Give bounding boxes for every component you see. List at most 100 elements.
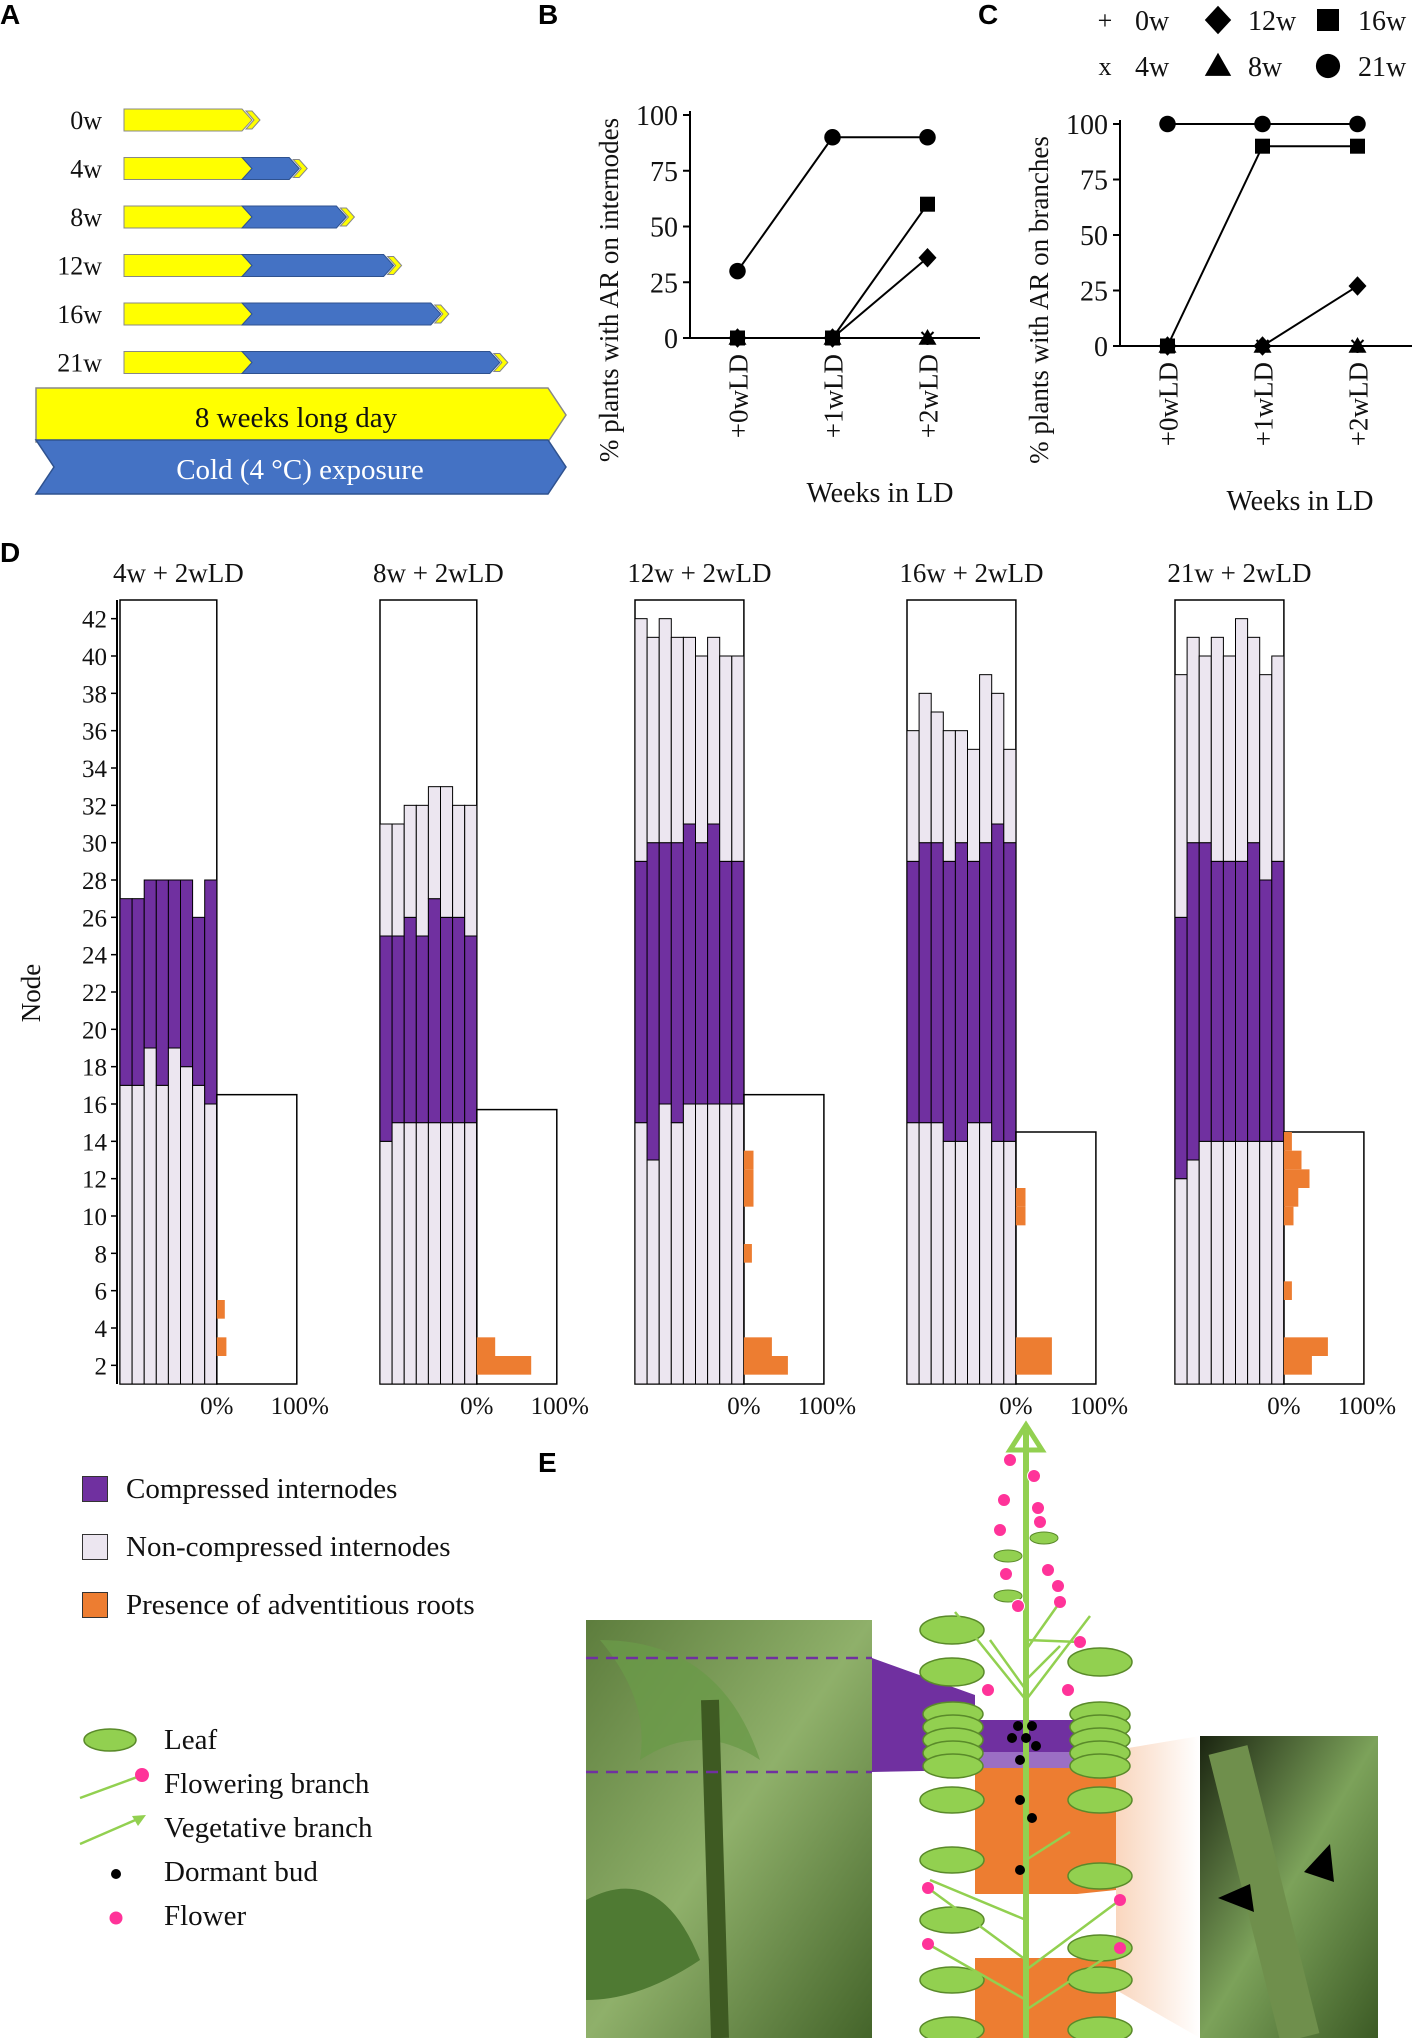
point-12w xyxy=(918,247,937,268)
flower-icon xyxy=(108,1910,124,1926)
plant-group: 16w + 2wLD 0% 100% xyxy=(899,558,1128,1420)
hist-tick-0: 0% xyxy=(727,1393,760,1420)
long-day-segment xyxy=(123,302,253,326)
group-title: 21w + 2wLD xyxy=(1167,558,1311,588)
flower-icon xyxy=(1061,1683,1075,1697)
leaf-icon xyxy=(1067,1966,1133,1994)
ar-bar xyxy=(743,1337,772,1356)
node-tick-label: 2 xyxy=(95,1353,108,1380)
plant-group: 8w + 2wLD 0% 100% xyxy=(373,558,589,1420)
non-compressed-bar xyxy=(1186,1159,1200,1385)
long-day-arrow xyxy=(35,387,567,443)
legend-swatch xyxy=(82,1592,108,1618)
group-title: 16w + 2wLD xyxy=(899,558,1043,588)
x-axis-label: Weeks in LD xyxy=(806,478,953,509)
compressed-bar xyxy=(719,860,733,1105)
panel-label-d: D xyxy=(0,537,20,568)
legend-e-label: Flowering branch xyxy=(164,1767,370,1800)
node-tick-label: 16 xyxy=(82,1092,107,1119)
flowering-branch xyxy=(1025,1946,1121,2012)
long-day-segment xyxy=(123,351,253,374)
legend-e-label: Leaf xyxy=(164,1723,218,1756)
non-compressed-bar xyxy=(119,1084,133,1385)
cold-arrow xyxy=(34,439,567,495)
ar-histogram-box xyxy=(1283,1131,1365,1385)
non-compressed-bar xyxy=(954,730,969,844)
flower-icon xyxy=(1033,1515,1047,1529)
ar-bar xyxy=(1283,1281,1292,1300)
non-compressed-bar xyxy=(991,692,1005,825)
dormant-bud-icon xyxy=(1031,1741,1041,1751)
point-8w xyxy=(1348,337,1367,353)
long-day-segment xyxy=(123,254,253,277)
vegetative-branch xyxy=(929,1878,1027,1922)
plant-diagram xyxy=(919,1420,1133,2038)
legend-e-label: Vegetative branch xyxy=(164,1811,373,1844)
flower-icon xyxy=(1114,1942,1126,1954)
leaf-icon xyxy=(919,2016,985,2038)
cold-label: Cold (4 °C) exposure xyxy=(176,454,424,486)
hist-tick-0: 0% xyxy=(200,1393,233,1420)
point-16w xyxy=(825,330,840,346)
row-label-4w: 4w xyxy=(70,155,102,184)
long-day-tip xyxy=(492,353,509,372)
ar-bar xyxy=(1015,1337,1052,1356)
non-compressed-bar xyxy=(440,786,454,918)
ar-histogram-box xyxy=(476,1108,558,1385)
ar-bar xyxy=(1283,1206,1294,1226)
non-compressed-bar xyxy=(1259,674,1273,881)
compressed-bar xyxy=(930,842,944,1124)
non-compressed-bar xyxy=(1210,636,1224,862)
node-tick-label: 42 xyxy=(82,607,107,634)
non-compressed-bar xyxy=(1271,655,1285,862)
node-tick-label: 40 xyxy=(82,644,107,671)
node-tick-label: 20 xyxy=(82,1017,107,1044)
non-compressed-bar xyxy=(1174,1178,1188,1385)
non-compressed-bar xyxy=(403,804,417,918)
non-compressed-bar xyxy=(452,804,466,918)
leaf-icon xyxy=(919,1657,985,1687)
node-tick-label: 28 xyxy=(82,868,107,895)
non-compressed-bar xyxy=(1259,1140,1273,1385)
hist-tick-100: 100% xyxy=(798,1393,856,1420)
ar-bar xyxy=(476,1356,532,1375)
non-compressed-bar xyxy=(979,674,993,844)
flower-icon xyxy=(1031,1501,1045,1515)
non-compressed-bar xyxy=(379,823,393,937)
y-tick-label: 50 xyxy=(1080,221,1108,252)
legend-label-21w: 21w xyxy=(1358,52,1407,83)
point-16w xyxy=(1255,138,1270,154)
node-tick-label: 4 xyxy=(95,1316,108,1343)
row-label-16w: 16w xyxy=(57,300,102,329)
node-tick-label: 36 xyxy=(82,719,107,746)
flowering-branch xyxy=(1025,1898,1121,1972)
y-axis-label: % plants with AR on internodes xyxy=(594,118,624,462)
node-tick-label: 22 xyxy=(82,980,107,1007)
non-compressed-bar xyxy=(658,618,672,844)
cold-segment xyxy=(240,351,501,374)
point-12w xyxy=(1348,276,1367,296)
compressed-bar xyxy=(658,842,672,1105)
cold-segment xyxy=(240,254,395,277)
series-line-21w xyxy=(736,136,928,272)
series-line-16w xyxy=(737,203,929,339)
photo-leaf-shape xyxy=(600,1640,760,1760)
point-21w xyxy=(1254,115,1271,133)
non-compressed-bar xyxy=(646,636,660,844)
compressed-bar xyxy=(979,842,993,1124)
non-compressed-bar xyxy=(464,1122,478,1385)
compressed-bar xyxy=(204,879,218,1105)
non-compressed-bar xyxy=(1235,1140,1249,1385)
dormant-bud-icon xyxy=(1007,1733,1017,1743)
hist-tick-0: 0% xyxy=(460,1393,493,1420)
ar-bar xyxy=(1015,1188,1026,1207)
non-compressed-bar xyxy=(1222,655,1237,862)
legend-symbol-0w: + xyxy=(1098,6,1113,35)
ar-histogram-box xyxy=(216,1093,298,1385)
non-compressed-bar xyxy=(391,1122,405,1385)
non-compressed-bar xyxy=(930,1122,944,1385)
non-compressed-bar xyxy=(731,1103,745,1385)
non-compressed-bar xyxy=(1186,636,1200,844)
group-title: 8w + 2wLD xyxy=(373,558,504,588)
compressed-bar xyxy=(131,898,145,1086)
